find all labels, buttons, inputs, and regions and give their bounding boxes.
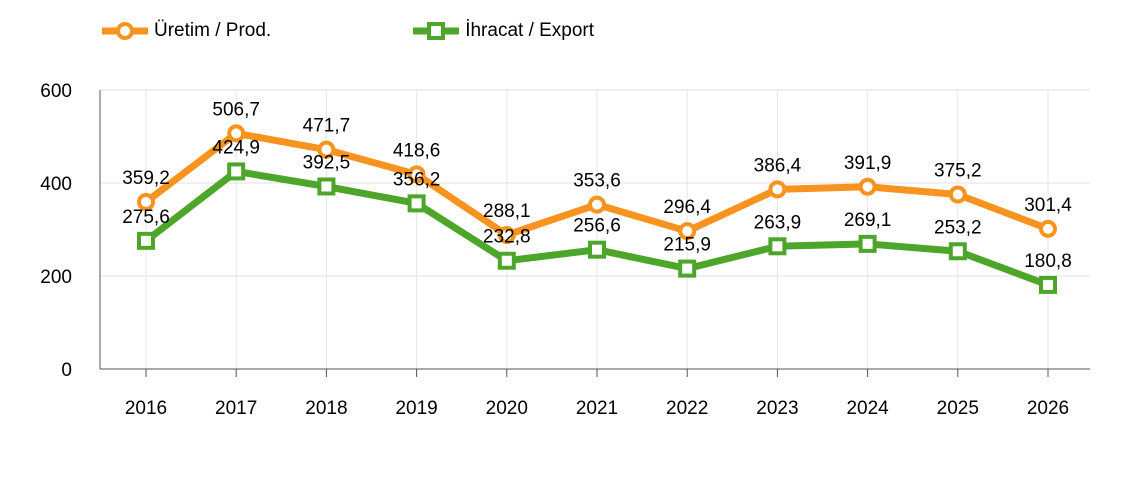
x-tick-label: 2018 [305,398,347,419]
legend-label-export: İhracat / Export [465,20,595,41]
data-label-production: 375,2 [934,161,982,182]
x-tick-label: 2023 [756,398,798,419]
legend-label-production: Üretim / Prod. [154,20,272,41]
x-tick-label: 2022 [666,398,708,419]
data-point-export [317,177,336,196]
data-point-production [948,185,967,204]
data-point-production [678,222,697,241]
x-tick-label: 2021 [576,398,618,419]
data-label-production: 301,4 [1024,195,1072,216]
data-label-export: 392,5 [303,152,351,173]
data-point-production [407,165,426,184]
data-label-production: 418,6 [393,140,441,161]
data-label-export: 269,1 [844,210,892,231]
legend: Üretim / Prod. İhracat / Export [100,18,594,44]
data-label-export: 253,2 [934,217,982,238]
data-point-production [317,140,336,159]
data-point-export [678,259,697,278]
data-label-production: 296,4 [663,197,711,218]
x-tick-label: 2016 [125,398,167,419]
data-label-export: 424,9 [212,137,260,158]
data-point-production [227,124,246,143]
data-label-production: 506,7 [212,99,260,120]
data-label-production: 471,7 [303,116,351,137]
data-point-export [858,234,877,253]
x-tick-label: 2019 [395,398,437,419]
data-point-production [1039,219,1057,238]
data-label-export: 256,6 [573,216,621,237]
data-label-production: 386,4 [754,155,802,176]
data-label-production: 359,2 [122,168,170,189]
y-tick-label: 600 [40,81,72,102]
legend-line-square-icon [413,22,460,40]
data-point-production [768,180,787,199]
data-label-export: 180,8 [1024,251,1072,272]
y-tick-label: 0 [61,360,72,381]
data-point-export [137,231,155,250]
data-label-export: 215,9 [663,235,711,256]
x-tick-label: 2026 [1027,398,1069,419]
data-point-export [497,251,516,270]
data-point-export [1039,275,1057,294]
data-label-export: 356,2 [393,169,441,190]
data-point-export [588,240,606,259]
x-tick-label: 2020 [486,398,528,419]
x-tick-label: 2025 [937,398,979,419]
legend-item-production: Üretim / Prod. [100,18,271,44]
data-point-production [497,226,516,245]
data-point-production [137,192,155,211]
data-label-export: 232,8 [483,227,531,248]
data-point-export [407,194,426,213]
data-point-production [858,177,877,196]
data-label-production: 391,9 [844,153,892,174]
legend-item-export: İhracat / Export [411,18,594,44]
data-label-production: 353,6 [573,171,621,192]
data-label-production: 288,1 [483,201,531,222]
legend-line-circle-icon [102,22,148,40]
data-label-export: 275,6 [122,207,170,228]
x-tick-label: 2017 [215,398,257,419]
data-point-export [227,162,246,181]
data-point-export [948,242,967,261]
x-tick-label: 2024 [846,398,889,419]
data-label-export: 263,9 [754,212,802,233]
y-tick-label: 400 [40,174,72,195]
data-point-export [768,237,787,256]
data-point-production [588,195,606,214]
y-tick-label: 200 [40,267,72,288]
